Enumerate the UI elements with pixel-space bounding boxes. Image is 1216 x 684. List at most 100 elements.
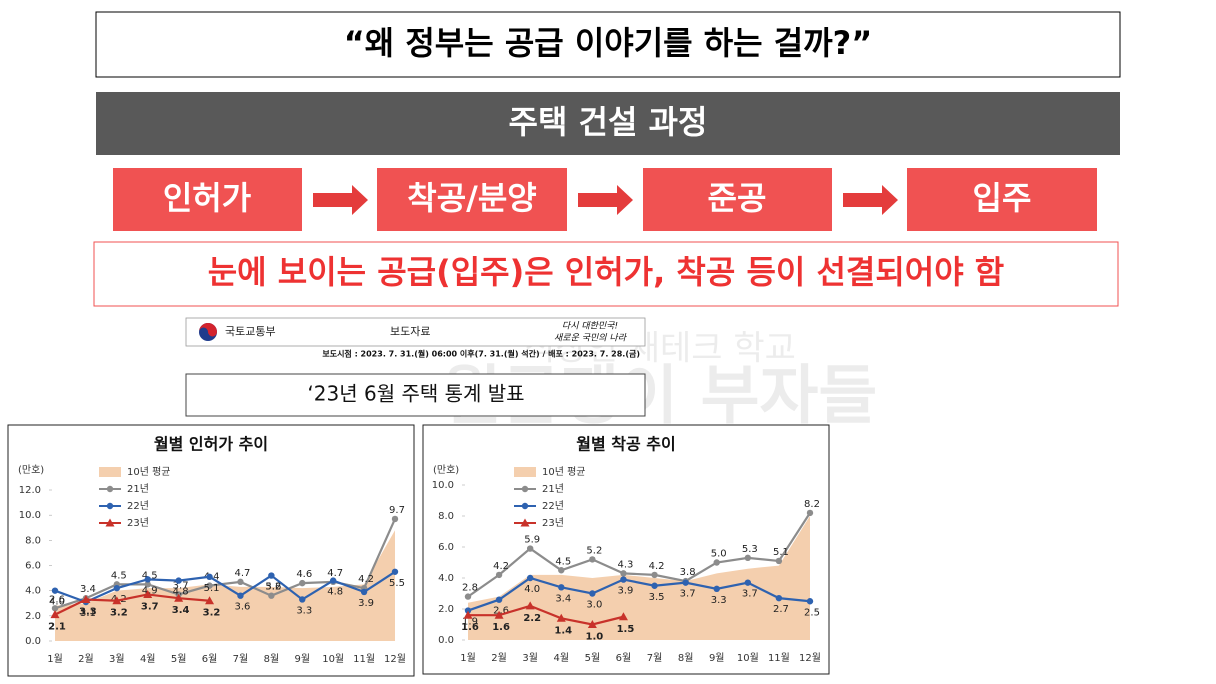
point [268,592,275,599]
chart-title: 월별 착공 추이 [576,435,675,454]
y-tick-label: 6.0 [25,561,41,572]
point [299,596,306,603]
value-label: 2.2 [523,613,541,624]
legend-label: 10년 평균 [127,466,171,478]
value-label: 4.7 [327,568,343,579]
x-tick-label: 12월 [799,652,821,664]
legend-marker [106,502,114,510]
value-label: 3.3 [296,605,312,616]
step-label: 인허가 [163,179,251,217]
point [806,509,814,517]
point [112,596,122,605]
x-tick-label: 6월 [616,652,632,664]
slogan: 다시 대한민국! [562,321,618,332]
point [526,545,534,552]
x-tick-label: 4월 [553,652,569,664]
legend-marker [105,518,115,527]
value-label: 3.4 [80,584,96,595]
area [55,530,395,641]
x-tick-label: 11월 [768,652,790,664]
logo [199,323,217,337]
arrow [313,185,368,215]
announcement: ‘23년 6월 주택 통계 발표 [307,382,524,406]
value-label: 3.4 [555,593,571,604]
point [391,568,399,575]
value-label: 4.2 [649,561,665,572]
value-label: 5.2 [265,582,281,593]
value-label: 3.2 [203,608,221,619]
legend-label: 22년 [127,500,149,512]
value-label: 5.1 [204,583,220,594]
value-label: 4.2 [493,561,509,572]
point [268,572,275,579]
point [589,556,596,563]
point [744,554,752,562]
slogan: 새로운 국민의 나라 [554,333,628,344]
press-kind: 보도자료 [390,325,430,338]
line [468,604,624,626]
legend-marker [520,518,530,527]
point [589,590,596,597]
value-label: 5.1 [773,547,789,558]
point [50,610,60,619]
value-label: 1.0 [586,632,604,643]
point [587,620,597,628]
press-box [185,317,646,347]
y-tick-label: 0.0 [438,635,454,646]
value-label: 9.7 [389,505,405,516]
value-label: 5.2 [586,545,602,556]
x-tick-label: 1월 [460,652,476,664]
announcement-box [185,373,646,417]
y-tick-label: 8.0 [438,511,454,522]
value-label: 4.8 [173,587,189,598]
value-label: 2.6 [493,606,509,617]
point [494,610,504,619]
point [806,598,814,605]
x-tick-label: 7월 [233,653,249,665]
point [205,596,215,605]
point [556,613,566,622]
value-label: 3.5 [649,592,665,603]
y-tick-label: 10.0 [19,510,41,521]
x-tick-label: 8월 [678,652,694,664]
point [713,559,720,566]
point [299,579,306,587]
point [495,571,503,579]
x-tick-label: 3월 [522,652,538,664]
value-label: 4.9 [142,585,158,596]
arrow [843,185,898,215]
x-tick-label: 10월 [737,652,759,664]
arrow [578,185,633,215]
legend-label: 10년 평균 [542,466,586,478]
legend-label: 22년 [542,500,564,512]
value-label: 1.9 [462,617,478,628]
unit-label: (만호) [18,464,44,476]
x-tick-label: 11월 [353,653,375,665]
step-box [377,168,567,231]
value-label: 3.0 [586,600,602,611]
slide-title: “왜 정부는 공급 이야기를 하는 걸까?” [344,24,873,62]
x-tick-label: 7월 [647,652,663,664]
step-label: 착공/분양 [407,179,536,217]
value-label: 3.7 [141,601,159,612]
point [143,589,153,598]
value-label: 3.7 [742,589,758,600]
value-label: 3.3 [79,606,97,617]
point [237,578,244,586]
point [525,601,535,610]
x-tick-label: 2월 [78,653,94,665]
value-label: 5.9 [524,535,540,546]
value-label: 2.7 [773,604,789,615]
y-tick-label: 10.0 [432,480,454,491]
title-box [95,11,1121,78]
point [81,594,91,603]
line [467,512,811,598]
press-dates: 보도시점 : 2023. 7. 31.(월) 06:00 이후(7. 31.(월… [322,349,640,359]
value-label: 5.0 [711,549,727,560]
value-label: 1.6 [492,622,510,633]
step-box [113,168,302,231]
area [468,516,810,640]
line [54,593,210,616]
x-tick-label: 9월 [294,653,310,665]
y-tick-label: 12.0 [19,485,41,496]
